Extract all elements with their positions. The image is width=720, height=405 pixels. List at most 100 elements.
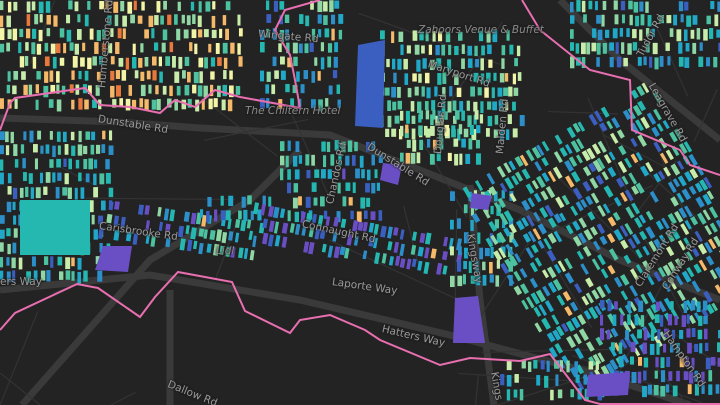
building xyxy=(710,0,715,10)
building xyxy=(653,108,662,121)
building xyxy=(31,42,36,55)
building xyxy=(664,328,670,337)
building xyxy=(35,187,41,199)
building xyxy=(306,169,311,179)
large-building xyxy=(453,296,485,343)
building xyxy=(675,274,684,286)
building xyxy=(554,360,560,369)
building xyxy=(327,169,333,179)
building xyxy=(583,310,592,320)
building xyxy=(400,125,404,137)
building xyxy=(482,274,487,286)
building xyxy=(686,328,691,338)
building xyxy=(56,84,60,94)
building xyxy=(698,315,703,326)
building xyxy=(6,84,11,94)
building xyxy=(645,28,650,37)
building xyxy=(144,205,150,215)
building xyxy=(114,14,119,27)
building xyxy=(627,237,637,249)
building-block xyxy=(98,201,265,261)
building xyxy=(673,14,678,26)
building xyxy=(266,71,271,82)
building xyxy=(679,357,685,368)
building xyxy=(319,229,326,240)
building xyxy=(228,85,234,98)
building xyxy=(40,270,46,281)
building xyxy=(35,99,39,110)
building xyxy=(265,0,270,11)
building xyxy=(680,223,690,236)
building xyxy=(46,28,51,37)
building xyxy=(486,72,491,83)
building xyxy=(399,258,406,268)
minor-road xyxy=(633,160,677,217)
building xyxy=(488,59,493,68)
building xyxy=(414,86,419,96)
building xyxy=(596,57,600,67)
building xyxy=(506,30,510,41)
building xyxy=(642,385,647,398)
building xyxy=(511,175,520,186)
building xyxy=(427,139,431,148)
building xyxy=(440,114,444,125)
building xyxy=(0,98,4,109)
building xyxy=(356,211,362,223)
building xyxy=(434,86,438,97)
building xyxy=(469,124,474,135)
building xyxy=(640,116,650,130)
building xyxy=(55,43,61,54)
building xyxy=(486,30,491,43)
building xyxy=(312,213,317,224)
building xyxy=(425,110,430,120)
building xyxy=(592,159,603,173)
building xyxy=(108,145,114,155)
building xyxy=(45,172,51,183)
building xyxy=(403,58,408,70)
building xyxy=(480,73,485,84)
building xyxy=(541,269,550,279)
building xyxy=(114,201,120,210)
building xyxy=(574,361,579,374)
building xyxy=(450,275,455,288)
building xyxy=(311,182,317,192)
building xyxy=(496,165,506,178)
building xyxy=(157,206,162,217)
building xyxy=(632,42,638,51)
building xyxy=(597,29,603,41)
building xyxy=(418,73,422,83)
building xyxy=(108,130,113,141)
building xyxy=(581,42,586,55)
building xyxy=(596,157,606,170)
building xyxy=(576,154,583,164)
building xyxy=(545,185,556,199)
building xyxy=(327,245,334,258)
building xyxy=(453,138,459,147)
building xyxy=(350,210,354,220)
building xyxy=(624,189,634,202)
building xyxy=(694,182,704,193)
building xyxy=(26,271,31,283)
building xyxy=(553,263,562,274)
building xyxy=(78,130,82,143)
ward-boundary-north xyxy=(0,0,321,131)
building xyxy=(501,45,506,56)
building xyxy=(697,212,707,225)
building xyxy=(470,275,476,284)
building xyxy=(151,28,155,39)
building xyxy=(321,243,327,253)
building xyxy=(509,44,514,55)
building xyxy=(235,85,241,95)
building xyxy=(519,115,525,127)
building xyxy=(38,1,44,14)
building xyxy=(676,289,686,302)
building xyxy=(267,234,274,247)
building xyxy=(473,115,477,125)
building xyxy=(570,140,581,153)
building xyxy=(531,179,539,190)
building xyxy=(500,129,504,141)
building xyxy=(714,284,720,294)
building xyxy=(238,247,244,259)
